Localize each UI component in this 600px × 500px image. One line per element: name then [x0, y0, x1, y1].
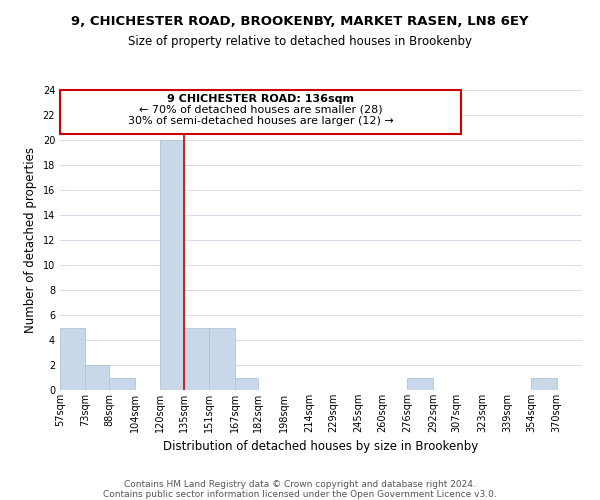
Bar [184, 328, 209, 390]
Bar [109, 378, 134, 390]
Text: 9, CHICHESTER ROAD, BROOKENBY, MARKET RASEN, LN8 6EY: 9, CHICHESTER ROAD, BROOKENBY, MARKET RA… [71, 15, 529, 28]
X-axis label: Distribution of detached houses by size in Brookenby: Distribution of detached houses by size … [163, 440, 479, 454]
Bar [235, 378, 259, 390]
Text: ← 70% of detached houses are smaller (28): ← 70% of detached houses are smaller (28… [139, 105, 383, 115]
Bar [407, 378, 433, 390]
Bar [160, 140, 184, 390]
Bar [85, 365, 109, 390]
Text: Contains HM Land Registry data © Crown copyright and database right 2024.: Contains HM Land Registry data © Crown c… [124, 480, 476, 489]
Text: Contains public sector information licensed under the Open Government Licence v3: Contains public sector information licen… [103, 490, 497, 499]
Text: 30% of semi-detached houses are larger (12) →: 30% of semi-detached houses are larger (… [128, 116, 394, 126]
Bar [60, 90, 461, 134]
Bar [60, 328, 85, 390]
Bar [531, 378, 557, 390]
Text: Size of property relative to detached houses in Brookenby: Size of property relative to detached ho… [128, 35, 472, 48]
Text: 9 CHICHESTER ROAD: 136sqm: 9 CHICHESTER ROAD: 136sqm [167, 94, 354, 104]
Y-axis label: Number of detached properties: Number of detached properties [24, 147, 37, 333]
Bar [209, 328, 235, 390]
